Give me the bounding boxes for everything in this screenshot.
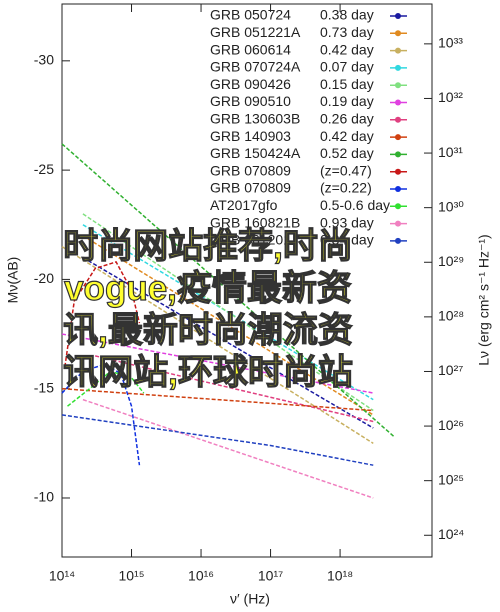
- y2-tick-label: 10²⁹: [438, 253, 464, 269]
- legend-marker: [395, 116, 401, 123]
- series-line: [61, 414, 374, 466]
- legend-label: 0.19 day: [320, 93, 374, 109]
- x-tick-label: 10¹⁶: [188, 568, 214, 584]
- y-tick-label: -30: [34, 52, 54, 68]
- y2-axis-label: Lν (erg cm² s⁻¹ Hz⁻¹): [476, 234, 492, 365]
- legend-marker: [395, 186, 401, 192]
- legend-marker: [395, 64, 401, 71]
- series-line: [64, 261, 141, 367]
- overlay-text: 时尚网站推荐,时尚vogue,疫情最新资讯,最新时尚潮流资讯网站,环球时尚站: [63, 226, 354, 392]
- legend-marker: [395, 220, 401, 227]
- legend-marker: [395, 99, 401, 106]
- y2-tick-label: 10²⁴: [438, 526, 464, 542]
- legend-label: 0.07 day: [320, 59, 374, 75]
- legend-name: GRB 070809: [210, 162, 291, 178]
- x-axis-label: ν′ (Hz): [230, 591, 270, 607]
- legend-label: 0.73 day: [320, 24, 374, 40]
- legend-name: GRB 050724: [210, 7, 291, 23]
- series-line: [61, 363, 141, 466]
- legend-name: GRB 160821B: [210, 214, 300, 230]
- series-line: [61, 245, 374, 444]
- y-tick-label: -10: [34, 489, 54, 505]
- x-tick-label: 10¹⁵: [118, 568, 144, 584]
- y2-tick-label: 10³⁰: [438, 198, 464, 214]
- legend-name: GRB 090426: [210, 76, 291, 92]
- legend-name: GRB 070809: [210, 180, 291, 196]
- legend-marker: [395, 13, 401, 19]
- y2-tick-label: 10³³: [438, 35, 463, 51]
- legend-marker: [395, 151, 401, 158]
- series-line: [82, 235, 374, 416]
- legend-label: 0.52 day: [320, 145, 374, 161]
- y2-tick-label: 10²⁷: [438, 362, 463, 378]
- series-line: [82, 213, 374, 412]
- legend-label: 0.26 day: [320, 111, 374, 127]
- series-line: [82, 398, 374, 499]
- legend-marker: [395, 237, 401, 244]
- legend-label: 0.34 day: [320, 232, 374, 248]
- series-line: [61, 333, 374, 394]
- legend-label: (z=0.47): [320, 162, 372, 178]
- y2-tick-label: 10³¹: [438, 144, 463, 160]
- y-axis-label: Mν(AB): [5, 257, 21, 304]
- series-line: [61, 143, 395, 438]
- series-line: [82, 256, 374, 429]
- y2-tick-label: 10²⁶: [438, 417, 464, 433]
- legend-marker: [395, 47, 401, 54]
- y2-tick-label: 10²⁸: [438, 308, 464, 324]
- y2-tick-label: 10²⁵: [438, 471, 464, 487]
- series-line: [61, 387, 374, 412]
- legend-label: 0.5-0.6 day: [320, 197, 390, 213]
- plot-frame: [61, 3, 433, 558]
- x-tick-label: 10¹⁴: [49, 568, 75, 584]
- legend-marker: [395, 82, 401, 89]
- legend-name: GRB 060614: [210, 41, 291, 57]
- legend-label: 0.38 day: [320, 7, 374, 23]
- legend-name: GRB 140903: [210, 128, 291, 144]
- legend-marker: [395, 134, 401, 141]
- legend-name: GRB 130603B: [210, 111, 300, 127]
- legend-marker: [395, 203, 401, 210]
- legend-name: GRB 090510: [210, 93, 291, 109]
- y2-tick-label: 10³²: [438, 89, 463, 105]
- y-tick-label: -20: [34, 270, 54, 286]
- legend-label: (z=0.22): [320, 180, 372, 196]
- legend-name: GRB 070724A: [210, 59, 301, 75]
- legend-label: 0.93 day: [320, 214, 374, 230]
- legend-marker: [395, 30, 401, 37]
- legend-label: 0.42 day: [320, 41, 374, 57]
- y-tick-label: -25: [34, 161, 54, 177]
- y-tick-label: -15: [34, 379, 54, 395]
- legend-name: AT2017gfo: [210, 197, 278, 213]
- x-tick-label: 10¹⁸: [327, 568, 353, 584]
- legend-marker: [395, 168, 401, 175]
- legend-name: GRB 061201: [210, 232, 291, 248]
- series-line: [67, 370, 145, 407]
- x-tick-label: 10¹⁷: [258, 568, 283, 584]
- legend-name: GRB 051221A: [210, 24, 301, 40]
- legend-label: 0.15 day: [320, 76, 374, 92]
- legend-name: GRB 150424A: [210, 145, 301, 161]
- legend-label: 0.42 day: [320, 128, 374, 144]
